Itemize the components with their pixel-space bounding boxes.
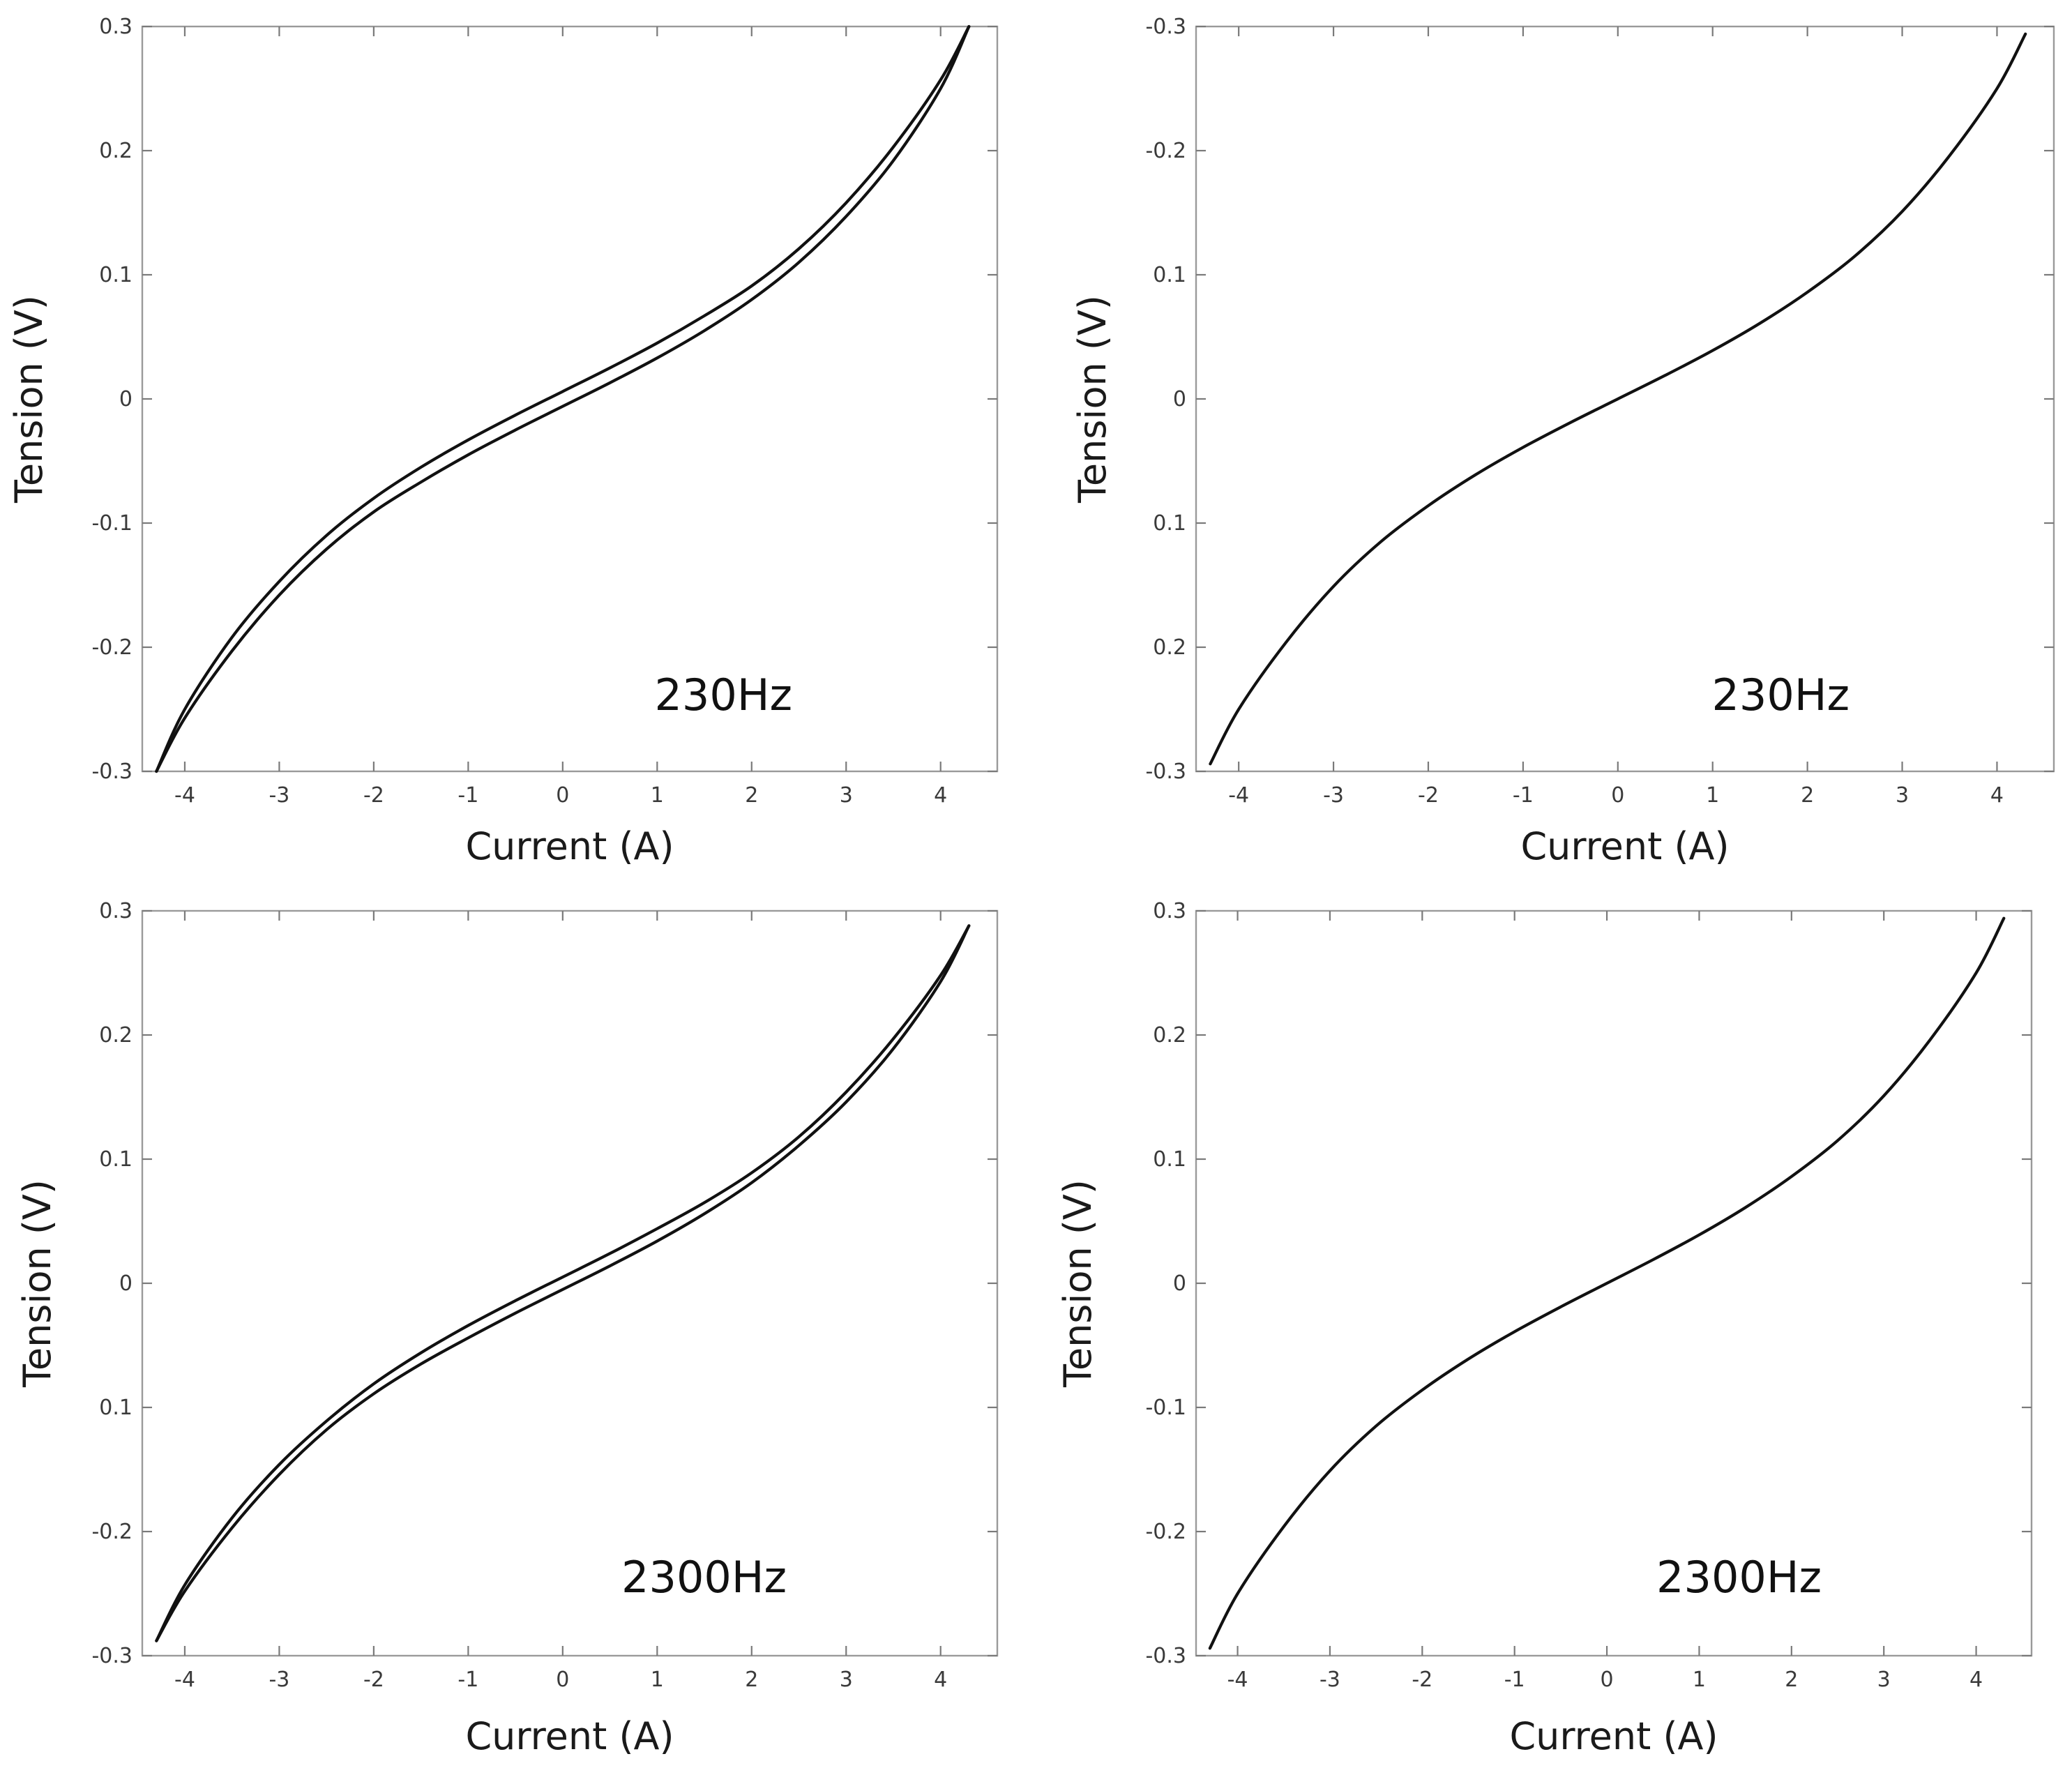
x-tick-label: -1 <box>457 1668 478 1692</box>
x-tick-label: 1 <box>651 783 664 808</box>
x-tick-label: 4 <box>1990 783 2004 808</box>
x-tick-label: 3 <box>840 1668 853 1692</box>
x-tick-label: 3 <box>1896 783 1909 808</box>
series-line-2 <box>155 24 971 773</box>
x-axis-title: Current (A) <box>1520 824 1729 868</box>
y-tick-label: -0.2 <box>91 1520 133 1544</box>
frequency-annotation: 230Hz <box>654 670 792 720</box>
frequency-annotation: 2300Hz <box>621 1552 787 1603</box>
x-tick-label: 1 <box>651 1668 664 1692</box>
y-tick-label: 0.2 <box>1153 635 1186 660</box>
series-line-1 <box>155 24 971 773</box>
x-tick-label: -3 <box>269 783 289 808</box>
y-tick-label: 0.1 <box>1153 511 1186 536</box>
y-tick-label: 0.1 <box>99 1147 133 1172</box>
chart-panel-top-left: -4 -3 -2 -1 0 1 2 3 4 -0.3 -0.2 -0.1 0 0.1 0.2 0.3 Curre… <box>7 15 999 868</box>
y-tick-label: 0 <box>119 387 133 411</box>
x-axis-title: Current (A) <box>465 824 674 868</box>
x-tick-label: -3 <box>1319 1668 1340 1692</box>
x-tick-label: 1 <box>1693 1668 1706 1692</box>
x-tick-label: 2 <box>745 1668 758 1692</box>
x-tick-label: -4 <box>174 783 195 808</box>
y-tick-label: 0.2 <box>99 1023 133 1048</box>
y-tick-label: -0.3 <box>1145 760 1186 784</box>
x-tick-label: 0 <box>556 783 569 808</box>
x-tick-label: -2 <box>363 1668 384 1692</box>
x-tick-label: 4 <box>934 783 947 808</box>
frequency-annotation: 230Hz <box>1711 670 1850 720</box>
y-tick-label: 0.1 <box>1153 1147 1186 1172</box>
x-tick-label: 1 <box>1706 783 1719 808</box>
y-tick-label: -0.3 <box>91 1644 133 1668</box>
series-line-2 <box>155 924 971 1642</box>
y-tick-label: 0.1 <box>99 1396 133 1420</box>
y-tick-label: 0.2 <box>1153 1023 1186 1048</box>
plot-frame <box>141 25 999 773</box>
x-tick-label: 2 <box>1801 783 1814 808</box>
x-axis-title: Current (A) <box>465 1714 674 1758</box>
y-tick-label: 0.3 <box>99 899 133 923</box>
x-tick-label: -1 <box>1504 1668 1525 1692</box>
plot-frame <box>141 909 999 1657</box>
x-tick-label: -3 <box>1323 783 1344 808</box>
series-line-1 <box>1209 32 2027 766</box>
plot-frame <box>1195 25 2055 773</box>
x-tick-label: 0 <box>1601 1668 1614 1692</box>
series-line-1 <box>1208 916 2006 1650</box>
x-tick-label: -2 <box>363 783 384 808</box>
plot-frame <box>1195 909 2033 1657</box>
chart-panel-top-right: -4 -3 -2 -1 0 1 2 3 4 -0.3 0.2 0.1 0 0.1 -0.2 -0.3 Curre… <box>1071 15 2055 868</box>
frequency-annotation: 2300Hz <box>1656 1552 1822 1603</box>
y-axis-title: Tension (V) <box>7 295 51 504</box>
y-tick-label: -0.1 <box>91 511 133 536</box>
x-tick-label: 3 <box>840 783 853 808</box>
y-tick-label: 0 <box>119 1271 133 1296</box>
x-tick-label: 0 <box>556 1668 569 1692</box>
y-tick-label: -0.3 <box>1145 15 1186 39</box>
y-axis-title: Tension (V) <box>1056 1179 1100 1388</box>
x-tick-label: -4 <box>1227 1668 1248 1692</box>
y-tick-label: -0.3 <box>1145 1644 1186 1668</box>
y-tick-label: 0 <box>1173 1271 1186 1296</box>
y-tick-label: -0.3 <box>91 760 133 784</box>
x-tick-label: -4 <box>174 1668 195 1692</box>
x-tick-label: -4 <box>1228 783 1249 808</box>
chart-panel-bottom-right: -4 -3 -2 -1 0 1 2 3 4 -0.3 -0.2 -0.1 0 0.1 0.2 0.3 Curre… <box>1056 899 2033 1758</box>
y-tick-label: 0.3 <box>1153 899 1186 923</box>
y-axis-title: Tension (V) <box>15 1179 59 1388</box>
x-tick-label: 4 <box>934 1668 947 1692</box>
y-tick-label: 0.1 <box>99 263 133 287</box>
x-tick-label: -2 <box>1412 1668 1432 1692</box>
x-tick-label: 4 <box>1969 1668 1983 1692</box>
x-tick-label: -3 <box>269 1668 289 1692</box>
y-tick-label: 0.1 <box>1153 263 1186 287</box>
y-tick-label: -0.2 <box>1145 139 1186 163</box>
y-tick-label: 0.2 <box>99 139 133 163</box>
y-tick-label: -0.2 <box>91 635 133 660</box>
y-tick-label: -0.1 <box>1145 1396 1186 1420</box>
x-axis-title: Current (A) <box>1509 1714 1718 1758</box>
y-axis-title: Tension (V) <box>1071 295 1114 504</box>
y-tick-label: 0 <box>1173 387 1186 411</box>
x-tick-label: -1 <box>457 783 478 808</box>
y-tick-label: 0.3 <box>99 15 133 39</box>
x-tick-label: 2 <box>745 783 758 808</box>
x-tick-label: -2 <box>1418 783 1439 808</box>
series-line-1 <box>155 924 971 1642</box>
chart-panel-bottom-left: -4 -3 -2 -1 0 1 2 3 4 -0.3 -0.2 0.1 0 0.1 0.2 0.3 Curren… <box>15 899 999 1758</box>
y-tick-label: -0.2 <box>1145 1520 1186 1544</box>
x-tick-label: -1 <box>1513 783 1534 808</box>
x-tick-label: 3 <box>1877 1668 1891 1692</box>
x-tick-label: 2 <box>1785 1668 1798 1692</box>
x-tick-label: 0 <box>1611 783 1624 808</box>
